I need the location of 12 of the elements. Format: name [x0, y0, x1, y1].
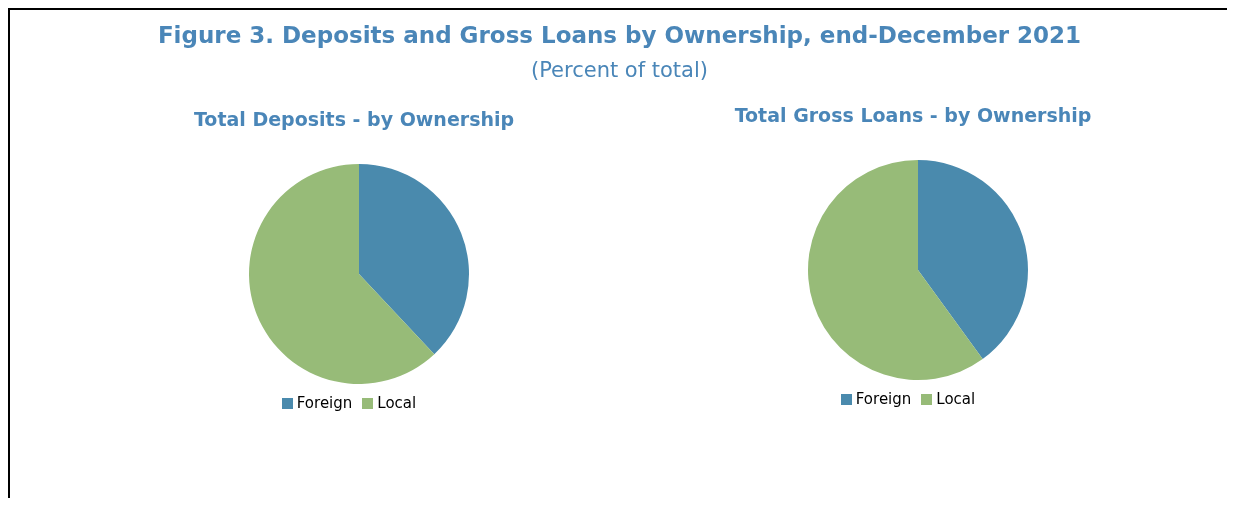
chart-title: Total Deposits - by Ownership	[192, 108, 516, 132]
caption: Figure 3. Deposits and Gross Loans by Ownership, end-December 2021	[156, 22, 1083, 48]
legend-label: Foreign	[855, 390, 912, 408]
pie-slice	[918, 160, 1028, 359]
legend-label: Local	[377, 394, 417, 412]
pie-slice	[359, 164, 469, 355]
chart-title: Total Gross Loans - by Ownership	[733, 104, 1093, 128]
legend-label: Foreign	[296, 394, 353, 412]
pie-slice	[249, 164, 435, 384]
text: (Percent of total)	[530, 58, 709, 82]
pie-slice	[808, 160, 983, 380]
legend-label: Local	[936, 390, 976, 408]
